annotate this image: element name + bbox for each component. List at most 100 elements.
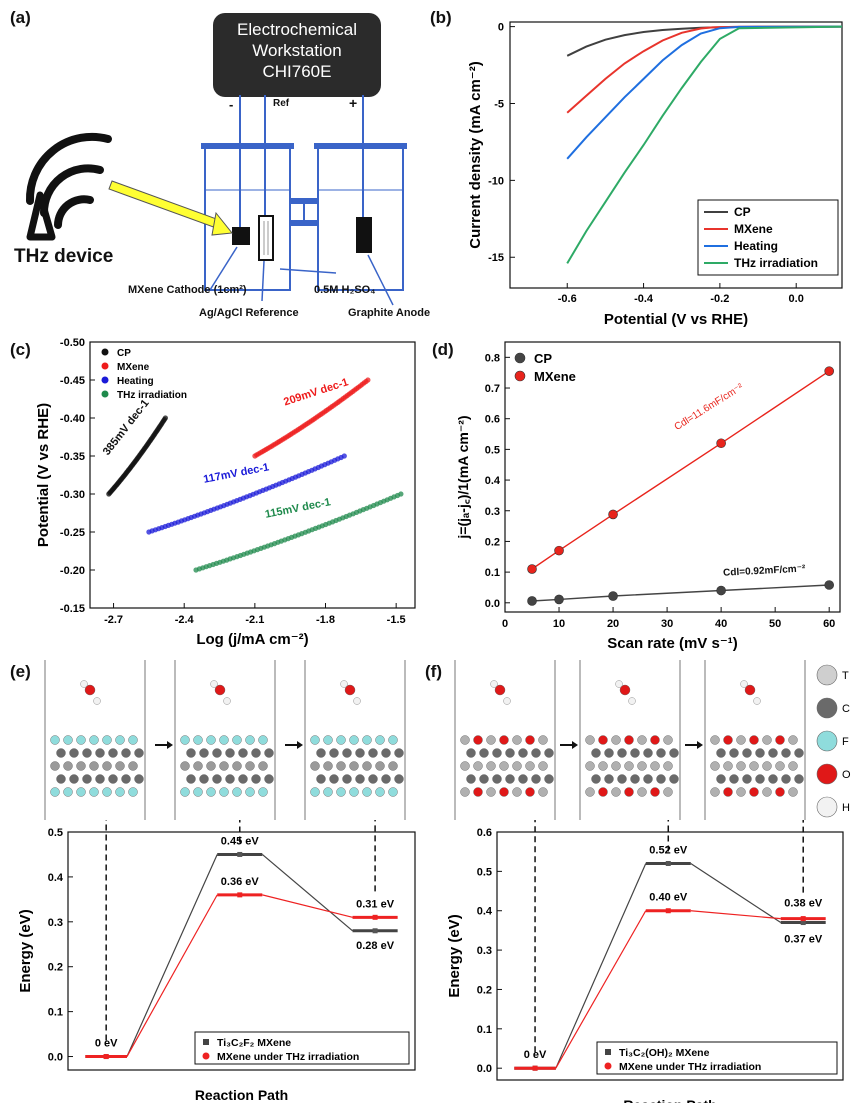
atom — [355, 748, 365, 758]
energy-value-label: 0.38 eV — [784, 898, 823, 910]
data-point — [608, 591, 618, 601]
atom-h — [740, 680, 748, 688]
atom-h — [223, 697, 231, 705]
legend-label: CP — [734, 205, 751, 219]
atom — [512, 735, 522, 745]
atom — [663, 787, 673, 797]
atom — [630, 748, 640, 758]
atom-legend-label: T — [842, 670, 849, 682]
x-tick-label: -2.4 — [175, 614, 195, 626]
atom — [310, 735, 320, 745]
legend-label: CP — [534, 351, 552, 366]
thz-device-icon — [25, 132, 112, 241]
atom — [716, 748, 726, 758]
atom — [102, 787, 112, 797]
atom — [781, 748, 791, 758]
x-tick-label: 30 — [661, 618, 673, 630]
anode-label: Graphite Anode — [348, 307, 431, 319]
atom — [368, 774, 378, 784]
thz-device-label: THz device — [14, 246, 114, 267]
atom — [349, 761, 359, 771]
atom — [375, 735, 385, 745]
connector — [261, 853, 353, 932]
atom — [258, 761, 268, 771]
atom — [479, 774, 489, 784]
atom — [336, 787, 346, 797]
atom — [56, 774, 66, 784]
atom — [349, 787, 359, 797]
series-line-cp — [531, 584, 830, 602]
atom — [762, 761, 772, 771]
atom — [56, 748, 66, 758]
atom — [788, 761, 798, 771]
y-tick-label: -10 — [488, 175, 504, 187]
y-tick-label: 0.6 — [485, 414, 500, 426]
atom — [656, 774, 666, 784]
data-point — [162, 415, 168, 421]
atom — [742, 748, 752, 758]
atom — [611, 787, 621, 797]
atom — [742, 774, 752, 784]
legend-label: Heating — [117, 376, 154, 387]
atom — [755, 774, 765, 784]
atom — [316, 774, 326, 784]
connector — [126, 894, 218, 1057]
atom — [544, 748, 554, 758]
atom — [115, 787, 125, 797]
atom-legend-label: F — [842, 736, 849, 748]
plot-frame — [504, 341, 841, 613]
atom — [264, 774, 274, 784]
atom — [264, 748, 274, 758]
atom — [710, 761, 720, 771]
atom — [212, 748, 222, 758]
atom — [505, 774, 515, 784]
workstation-box: Electrochemical Workstation CHI760E — [213, 13, 381, 97]
atom — [180, 761, 190, 771]
data-point — [527, 564, 537, 574]
legend-swatch — [605, 1049, 611, 1055]
atom — [604, 774, 614, 784]
x-tick-label: 60 — [823, 618, 835, 630]
x-tick-label: -0.2 — [710, 293, 729, 305]
atom — [232, 787, 242, 797]
legend-label: MXene — [117, 362, 150, 373]
legend-swatch — [101, 348, 109, 356]
atom — [598, 761, 608, 771]
y-tick-label: -0.45 — [60, 375, 85, 387]
energy-marker — [237, 892, 243, 898]
x-tick-label: 10 — [553, 618, 565, 630]
y-tick-label: 0.3 — [485, 506, 500, 518]
atom — [180, 735, 190, 745]
legend-label: MXene under THz irradiation — [619, 1061, 761, 1073]
atom — [323, 761, 333, 771]
workstation-line-3: CHI760E — [262, 62, 332, 81]
atom — [624, 787, 634, 797]
panel-label-b: (b) — [430, 8, 452, 27]
atom — [316, 748, 326, 758]
structure-model — [304, 660, 406, 820]
atom — [180, 787, 190, 797]
y-tick-label: 0.5 — [477, 866, 492, 878]
data-point — [527, 596, 537, 606]
series-thz — [514, 908, 826, 1071]
atom — [76, 761, 86, 771]
y-axis-label: Current density (mA cm⁻²) — [467, 61, 484, 248]
atom-o — [344, 684, 356, 696]
atom — [788, 787, 798, 797]
atom-h — [503, 697, 511, 705]
y-tick-label: -0.40 — [60, 413, 85, 425]
atom — [643, 748, 653, 758]
cdl-annotation: Cdl=0.92mF/cm⁻² — [723, 563, 806, 578]
connector — [262, 894, 353, 918]
energy-marker — [237, 851, 243, 857]
atom — [479, 748, 489, 758]
plot-frame — [509, 21, 843, 289]
atom — [591, 748, 601, 758]
slope-label: 117mV dec-1 — [202, 461, 270, 485]
atom — [219, 787, 229, 797]
atom — [121, 748, 131, 758]
panel-label-c: (c) — [10, 340, 31, 359]
atom — [656, 748, 666, 758]
x-tick-label: -0.4 — [634, 293, 654, 305]
atom — [716, 774, 726, 784]
